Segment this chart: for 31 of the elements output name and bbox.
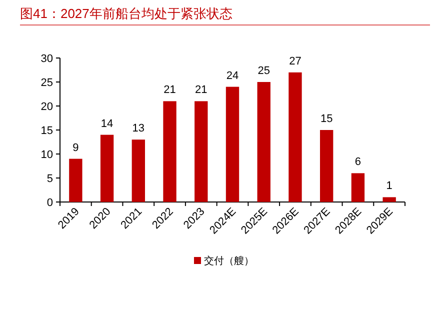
data-label: 13: [132, 122, 145, 135]
data-label: 25: [258, 65, 270, 77]
bar: [194, 101, 208, 202]
y-tick-label: 20: [40, 101, 53, 113]
y-tick-label: 5: [46, 173, 53, 185]
data-label: 1: [386, 180, 392, 192]
bar: [226, 86, 240, 202]
bar: [351, 173, 365, 202]
data-label: 27: [289, 55, 302, 68]
data-label: 24: [226, 70, 239, 82]
y-tick-label: 10: [40, 149, 53, 161]
bar: [257, 82, 270, 202]
y-tick-label: 0: [46, 197, 53, 209]
data-label: 14: [100, 118, 114, 130]
data-label: 6: [354, 156, 362, 168]
title: 图41：2027年前船台均处于紧张状态: [20, 6, 232, 21]
data-label: 21: [164, 84, 176, 96]
legend-label: 交付（艘）: [204, 255, 254, 267]
bar: [69, 158, 82, 202]
data-label: 9: [72, 142, 79, 154]
bar: [320, 130, 334, 202]
data-label: 21: [195, 84, 208, 96]
data-label: 15: [320, 113, 333, 125]
y-tick-label: 25: [40, 77, 53, 89]
bar: [132, 140, 145, 202]
bar: [382, 197, 396, 202]
bar: [100, 134, 114, 202]
bar: [288, 72, 302, 202]
y-tick-label: 15: [40, 125, 53, 137]
y-tick-label: 30: [40, 53, 53, 65]
bar: [163, 101, 176, 202]
